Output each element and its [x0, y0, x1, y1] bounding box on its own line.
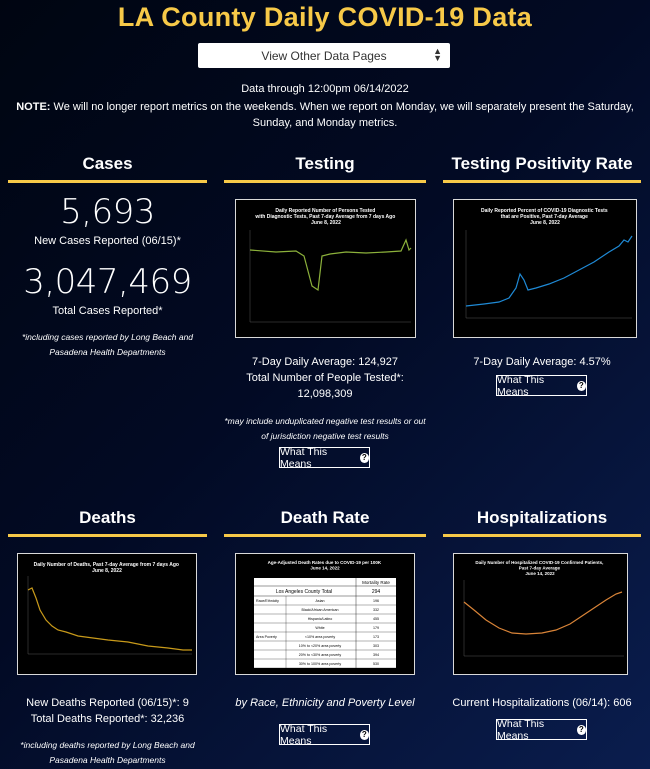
deaths-new: New Deaths Reported (06/15)*: 9: [26, 697, 189, 709]
death-rate-row-name: 10% to <20% area poverty: [299, 644, 342, 648]
death-rate-row-value: 332: [373, 608, 379, 612]
testing-footnote: *may include unduplicated negative test …: [224, 416, 426, 441]
button-label: What This Means: [280, 722, 328, 747]
death-rate-group-label: Race/Ethnicity: [256, 599, 279, 603]
cases-divider: [8, 180, 207, 183]
positivity-chart[interactable]: Daily Reported Percent of COVID-19 Diagn…: [453, 199, 637, 338]
death-rate-row-name: <10% area poverty: [305, 635, 335, 639]
death-rate-row-name: Hispanic/Latino: [308, 617, 333, 621]
county-total-value: 294: [372, 589, 381, 595]
total-cases-value: 3,047,469: [23, 262, 192, 302]
new-cases-value: 5,693: [60, 192, 155, 232]
testing-heading: Testing: [295, 154, 355, 173]
question-icon: ?: [576, 724, 586, 735]
positivity-line: [465, 235, 633, 307]
death-rate-row-value: 530: [373, 662, 379, 666]
death-rate-what-this-means-button[interactable]: What This Means ?: [279, 722, 370, 747]
deaths-total: Total Deaths Reported*: 32,236: [30, 713, 185, 725]
positivity-heading: Testing Positivity Rate: [451, 154, 633, 173]
hospitalizations-what-this-means-button[interactable]: What This Means ?: [496, 717, 587, 742]
total-cases-label: Total Cases Reported*: [52, 305, 163, 317]
hospitalizations-line: [463, 591, 623, 635]
death-rate-row-name: Black/African American: [302, 608, 339, 612]
button-label: What This Means: [497, 717, 545, 742]
death-rate-divider: [224, 534, 426, 537]
note-label: NOTE:: [16, 101, 51, 113]
button-label: What This Means: [497, 373, 545, 398]
select-arrows-icon: ▲ ▼: [433, 46, 442, 63]
data-pages-select[interactable]: View Other Data Pages ▲ ▼: [198, 43, 450, 68]
testing-total-value: 12,098,309: [297, 388, 353, 400]
deaths-line: [27, 587, 192, 651]
death-rate-row-value: 394: [373, 653, 379, 657]
death-rate-heading: Death Rate: [280, 508, 370, 527]
death-rate-row-value: 196: [373, 599, 379, 603]
deaths-chart-title: Daily Number of Deaths, Past 7-day Avera…: [34, 562, 181, 574]
testing-chart[interactable]: Daily Reported Number of Persons Tested …: [235, 199, 416, 338]
new-cases-label: New Cases Reported (06/15)*: [34, 235, 181, 247]
county-total-label: Los Angeles County Total: [276, 589, 332, 595]
deaths-footnote: *including deaths reported by Long Beach…: [20, 740, 195, 765]
testing-divider: [224, 180, 426, 183]
mortality-col-header: Mortality Rate: [362, 580, 390, 585]
death-rate-row-name: White: [315, 626, 324, 630]
note: NOTE: We will no longer report metrics o…: [10, 99, 640, 131]
testing-avg: 7-Day Daily Average: 124,927: [252, 356, 398, 368]
death-rate-row-name: 20% to <30% area poverty: [299, 653, 342, 657]
death-rate-row-value: 179: [373, 626, 379, 630]
death-rate-table-title: Age-Adjusted Death Rates due to COVID-19…: [268, 560, 383, 571]
cases-footnote: *including cases reported by Long Beach …: [21, 332, 194, 357]
death-rate-group-label: Area Poverty: [256, 635, 277, 639]
testing-line: [249, 238, 412, 292]
button-label: What This Means: [280, 445, 328, 470]
death-rate-row-value: 173: [373, 635, 379, 639]
deaths-chart[interactable]: Daily Number of Deaths, Past 7-day Avera…: [17, 553, 197, 675]
death-rate-row-value: 303: [373, 644, 379, 648]
testing-chart-title: Daily Reported Number of Persons Tested …: [254, 208, 396, 226]
deaths-divider: [8, 534, 207, 537]
question-icon: ?: [576, 380, 586, 391]
positivity-avg: 7-Day Daily Average: 4.57%: [473, 356, 611, 368]
hospitalizations-divider: [443, 534, 641, 537]
hospitalizations-current: Current Hospitalizations (06/14): 606: [452, 697, 632, 709]
hospitalizations-heading: Hospitalizations: [476, 508, 608, 527]
note-text: We will no longer report metrics on the …: [50, 101, 634, 129]
death-rate-caption: by Race, Ethnicity and Poverty Level: [235, 697, 415, 709]
deaths-heading: Deaths: [79, 508, 136, 527]
testing-what-this-means-button[interactable]: What This Means ?: [279, 445, 370, 470]
positivity-chart-title: Daily Reported Percent of COVID-19 Diagn…: [481, 208, 609, 226]
cases-heading: Cases: [82, 154, 133, 173]
death-rate-row-name: Asian: [316, 599, 325, 603]
question-icon: ?: [359, 452, 369, 463]
data-through: Data through 12:00pm 06/14/2022: [241, 83, 409, 95]
death-rate-row-name: 30% to 100% area poverty: [299, 662, 342, 666]
positivity-divider: [443, 180, 641, 183]
select-label: View Other Data Pages: [261, 48, 387, 63]
death-rate-row-value: 455: [373, 617, 379, 621]
question-icon: ?: [359, 729, 369, 740]
page-title: LA County Daily COVID-19 Data: [117, 2, 533, 32]
death-rate-table[interactable]: Age-Adjusted Death Rates due to COVID-19…: [235, 553, 415, 675]
positivity-what-this-means-button[interactable]: What This Means ?: [496, 373, 587, 398]
hospitalizations-chart[interactable]: Daily Number of Hospitalized COVID-19 Co…: [453, 553, 628, 675]
testing-total-label: Total Number of People Tested*:: [246, 372, 404, 384]
hospitalizations-chart-title: Daily Number of Hospitalized COVID-19 Co…: [475, 560, 604, 576]
